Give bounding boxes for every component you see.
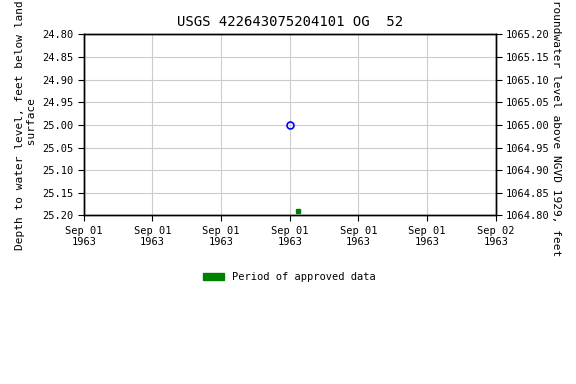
Legend: Period of approved data: Period of approved data — [199, 268, 380, 286]
Y-axis label: Groundwater level above NGVD 1929, feet: Groundwater level above NGVD 1929, feet — [551, 0, 561, 257]
Title: USGS 422643075204101 OG  52: USGS 422643075204101 OG 52 — [177, 15, 403, 29]
Y-axis label: Depth to water level, feet below land
 surface: Depth to water level, feet below land su… — [15, 0, 37, 250]
